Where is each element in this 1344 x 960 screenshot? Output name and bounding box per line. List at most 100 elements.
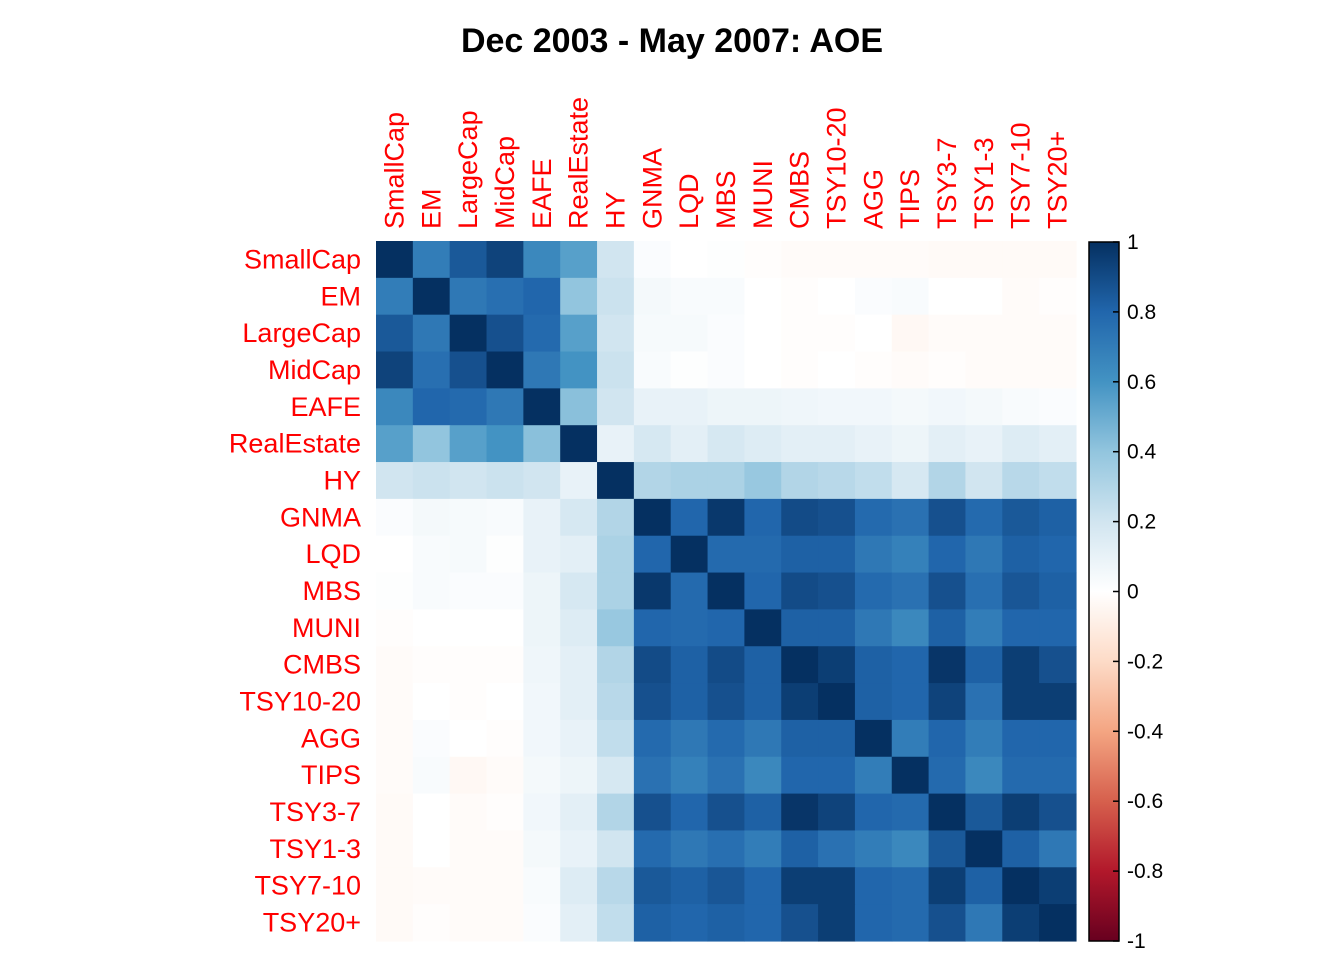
heatmap-cell-TSY7-10-TSY1-3: [965, 867, 1003, 905]
heatmap-cell-GNMA-CMBS: [781, 498, 819, 537]
heatmap-cell-RealEstate-TSY10-20: [818, 425, 856, 463]
heatmap-cell-MidCap-TSY1-3: [965, 351, 1003, 389]
heatmap-cell-TSY1-3-TIPS: [891, 830, 930, 868]
heatmap-cell-MBS-EM: [412, 572, 451, 610]
heatmap-cell-MUNI-TSY3-7: [928, 609, 967, 647]
heatmap-cell-TSY3-7-EM: [412, 793, 451, 832]
heatmap-cell-GNMA-RealEstate: [560, 498, 598, 537]
heatmap-cell-LQD-HY: [597, 535, 635, 574]
heatmap-cell-MUNI-HY: [597, 609, 635, 647]
heatmap-cell-RealEstate-EAFE: [523, 425, 561, 463]
heatmap-cell-MUNI-EM: [412, 609, 451, 647]
heatmap-cell-HY-MUNI: [744, 462, 782, 500]
heatmap-cell-LQD-EAFE: [523, 535, 561, 574]
row-label-TSY3-7: TSY3-7: [269, 797, 361, 827]
heatmap-cell-MUNI-LQD: [670, 609, 709, 647]
heatmap-cell-MUNI-CMBS: [781, 609, 819, 647]
heatmap-cell-GNMA-MUNI: [744, 498, 782, 537]
heatmap-cell-MUNI-TIPS: [891, 609, 930, 647]
heatmap-cell-AGG-CMBS: [781, 719, 819, 758]
heatmap-cell-EAFE-MBS: [707, 388, 745, 426]
heatmap-cell-SmallCap-AGG: [854, 241, 893, 279]
heatmap-cell-LQD-TSY20+: [1039, 535, 1077, 574]
heatmap-cell-MidCap-TSY10-20: [818, 351, 856, 389]
heatmap-cell-MBS-SmallCap: [376, 572, 414, 610]
heatmap-cell-RealEstate-TSY20+: [1039, 425, 1077, 463]
heatmap-cell-GNMA-EM: [412, 498, 451, 537]
heatmap-cell-MidCap-TSY3-7: [928, 351, 967, 389]
heatmap-cell-LargeCap-EM: [412, 314, 451, 353]
heatmap-cell-TIPS-TSY20+: [1039, 756, 1077, 795]
heatmap-cell-TSY10-20-TSY7-10: [1002, 683, 1040, 721]
heatmap-cell-TIPS-TSY3-7: [928, 756, 967, 795]
heatmap-cell-EM-MidCap: [486, 277, 524, 316]
heatmap-cell-CMBS-TSY10-20: [818, 646, 856, 684]
heatmap-cell-TSY1-3-TSY1-3: [965, 830, 1003, 868]
colorbar-tick-label: 1: [1127, 231, 1139, 254]
column-label-AGG: AGG: [858, 169, 888, 229]
heatmap-cell-LargeCap-TSY7-10: [1002, 314, 1040, 353]
heatmap-cell-TIPS-LargeCap: [449, 756, 488, 795]
heatmap-cell-TSY1-3-TSY20+: [1039, 830, 1077, 868]
heatmap-cell-SmallCap-RealEstate: [560, 241, 598, 279]
heatmap-cell-LargeCap-LargeCap: [449, 314, 488, 353]
heatmap-cell-EM-SmallCap: [376, 277, 414, 316]
heatmap-cell-MUNI-MUNI: [744, 609, 782, 647]
heatmap-cell-LQD-LQD: [670, 535, 709, 574]
column-label-EM: EM: [416, 189, 446, 230]
heatmap-cell-TSY7-10-RealEstate: [560, 867, 598, 905]
heatmap-cell-TSY7-10-MBS: [707, 867, 745, 905]
heatmap-cell-HY-TSY7-10: [1002, 462, 1040, 500]
heatmap-cell-GNMA-AGG: [854, 498, 893, 537]
heatmap-cell-MBS-RealEstate: [560, 572, 598, 610]
row-label-GNMA: GNMA: [280, 502, 361, 532]
row-label-AGG: AGG: [301, 723, 361, 753]
chart-title: Dec 2003 - May 2007: AOE: [461, 22, 883, 60]
column-labels: SmallCap EM LargeCap MidCap EAFE RealEstate HY…: [379, 97, 1072, 229]
heatmap-cell-HY-TSY3-7: [928, 462, 967, 500]
heatmap-cell-CMBS-CMBS: [781, 646, 819, 684]
heatmap-cell-RealEstate-HY: [597, 425, 635, 463]
heatmap-cell-RealEstate-TSY7-10: [1002, 425, 1040, 463]
heatmap-cell-MidCap-HY: [597, 351, 635, 389]
colorbar-tick-label: 0.8: [1127, 301, 1156, 324]
heatmap-cell-RealEstate-EM: [412, 425, 451, 463]
heatmap-cell-LQD-TSY7-10: [1002, 535, 1040, 574]
row-label-TSY1-3: TSY1-3: [269, 834, 361, 864]
column-label-TSY3-7: TSY3-7: [932, 137, 962, 229]
heatmap-cell-TSY20+-HY: [597, 904, 635, 942]
heatmap-cell-EAFE-GNMA: [633, 388, 672, 426]
heatmap-cell-MBS-MUNI: [744, 572, 782, 610]
heatmap-cell-GNMA-TSY20+: [1039, 498, 1077, 537]
colorbar-tick-label: -0.4: [1127, 720, 1164, 743]
heatmap-cell-RealEstate-TSY3-7: [928, 425, 967, 463]
heatmap-cell-LargeCap-LQD: [670, 314, 709, 353]
heatmap-cell-TSY20+-TSY1-3: [965, 904, 1003, 942]
heatmap-cell-TSY20+-TSY7-10: [1002, 904, 1040, 942]
heatmap-cell-TSY7-10-LQD: [670, 867, 709, 905]
heatmap-cell-SmallCap-SmallCap: [376, 241, 414, 279]
heatmap-cell-MidCap-TIPS: [891, 351, 930, 389]
heatmap-cell-TSY7-10-MidCap: [486, 867, 524, 905]
heatmap-cell-TSY10-20-MUNI: [744, 683, 782, 721]
heatmap-cell-TSY10-20-GNMA: [633, 683, 672, 721]
row-label-CMBS: CMBS: [283, 650, 361, 680]
heatmap-cell-LargeCap-RealEstate: [560, 314, 598, 353]
heatmap-cell-TSY3-7-RealEstate: [560, 793, 598, 832]
heatmap-cell-MidCap-CMBS: [781, 351, 819, 389]
heatmap-cell-MBS-TSY1-3: [965, 572, 1003, 610]
heatmap-cell-EM-LargeCap: [449, 277, 488, 316]
heatmap-cell-SmallCap-LargeCap: [449, 241, 488, 279]
heatmap-cell-LargeCap-TSY20+: [1039, 314, 1077, 353]
heatmap-cell-CMBS-MUNI: [744, 646, 782, 684]
heatmap-cell-AGG-AGG: [854, 719, 893, 758]
heatmap-cell-CMBS-RealEstate: [560, 646, 598, 684]
heatmap-cell-AGG-LargeCap: [449, 719, 488, 758]
heatmap-cell-LargeCap-TSY1-3: [965, 314, 1003, 353]
heatmap-cell-LQD-GNMA: [633, 535, 672, 574]
heatmap-cell-MUNI-EAFE: [523, 609, 561, 647]
heatmap-cell-MUNI-RealEstate: [560, 609, 598, 647]
heatmap-cell-HY-TSY20+: [1039, 462, 1077, 500]
heatmap-cell-MBS-TSY7-10: [1002, 572, 1040, 610]
column-label-TSY7-10: TSY7-10: [1006, 122, 1036, 229]
